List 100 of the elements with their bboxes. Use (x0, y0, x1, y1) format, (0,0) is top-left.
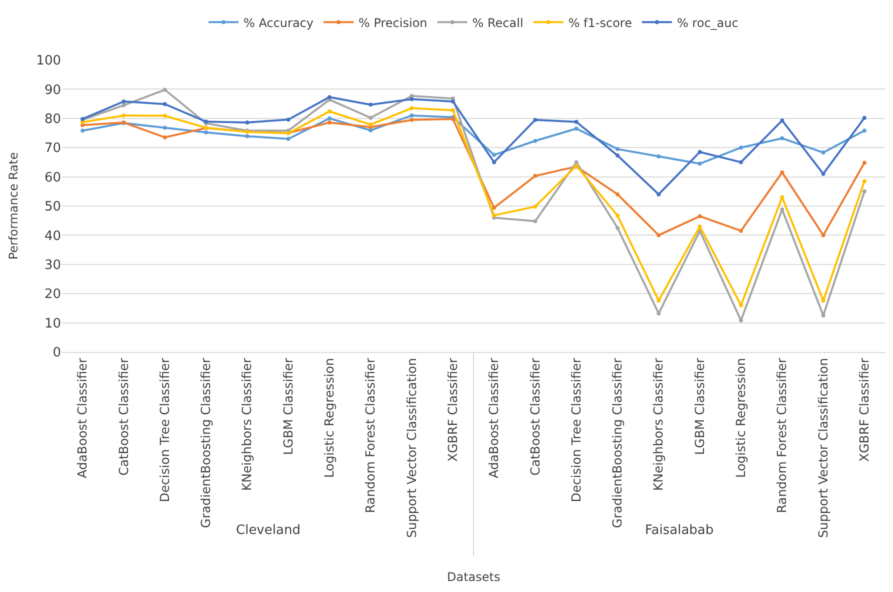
point (698, 224, 702, 228)
point (492, 152, 496, 157)
legend-label: % Precision (358, 16, 428, 30)
point (162, 102, 167, 106)
y-tick-label: 40 (44, 228, 61, 244)
point (821, 314, 826, 318)
point (738, 303, 743, 308)
point (450, 99, 455, 104)
point (656, 233, 661, 238)
point (780, 195, 784, 200)
x-tick-label: XGBRF Classifier (856, 357, 872, 462)
x-tick-label: CatBoost Classifier (116, 357, 131, 476)
legend-label: % Accuracy (244, 16, 314, 30)
point (492, 160, 496, 164)
point (410, 113, 414, 118)
point (533, 138, 538, 143)
point (80, 128, 85, 133)
point (80, 120, 85, 124)
point (162, 88, 167, 92)
point (616, 153, 620, 158)
point (368, 128, 373, 132)
x-tick-label: LGBM Classifier (692, 357, 707, 456)
point (368, 116, 373, 120)
point (410, 97, 414, 102)
point (533, 204, 538, 209)
point (698, 214, 702, 218)
x-tick-label: Decision Tree Classifier (568, 357, 584, 502)
point (410, 118, 414, 122)
x-tick-label: Random Forest Classifier (362, 357, 378, 514)
x-tick-label: KNeighbors Classifier (650, 357, 666, 491)
point (738, 160, 743, 164)
point (162, 126, 167, 130)
y-tick-label: 0 (52, 346, 61, 361)
point (616, 226, 620, 230)
point (245, 120, 250, 124)
y-tick-label: 70 (44, 141, 61, 156)
point (862, 189, 866, 194)
point (821, 233, 826, 238)
x-axis-title: Datasets (447, 570, 500, 584)
y-tick-label: 80 (44, 112, 61, 127)
point (862, 160, 866, 165)
point (821, 150, 826, 155)
point (245, 134, 250, 138)
point (656, 192, 661, 196)
point (821, 298, 826, 303)
point (204, 130, 208, 134)
legend-label: % roc_auc (676, 16, 738, 30)
y-tick-label: 60 (44, 170, 61, 186)
x-tick-label: Decision Tree Classifier (156, 357, 172, 502)
legend-label: % Recall (472, 16, 524, 30)
x-tick-label: GradientBoosting Classifier (198, 357, 214, 528)
point (286, 136, 290, 141)
point (410, 106, 414, 110)
point (862, 179, 866, 184)
point (122, 103, 126, 108)
y-axis-title: Performance Rate (6, 152, 20, 260)
x-tick-label: XGBRF Classifier (444, 357, 460, 462)
point (616, 192, 620, 196)
point (286, 118, 290, 122)
point (327, 120, 332, 124)
y-tick-label: 10 (44, 316, 61, 332)
x-tick-label: AdaBoost Classifier (486, 357, 502, 478)
point (780, 170, 784, 174)
point (122, 99, 126, 104)
point (698, 150, 702, 154)
y-tick-label: 30 (44, 258, 61, 273)
point (821, 172, 826, 176)
x-tick-label: Support Vector Classification (815, 358, 830, 538)
x-tick-label: Support Vector Classification (404, 358, 419, 538)
point (656, 154, 661, 158)
point (862, 116, 866, 120)
point (327, 95, 332, 100)
point (368, 102, 373, 107)
y-tick-label: 100 (36, 54, 61, 69)
point (574, 126, 578, 131)
x-tick-label: LGBM Classifier (280, 357, 296, 456)
point (122, 113, 126, 118)
x-tick-label: KNeighbors Classifier (239, 357, 254, 491)
x-tick-label: Logistic Regression (733, 358, 748, 478)
y-tick-label: 90 (44, 82, 61, 98)
point (327, 109, 332, 114)
text: Faisalabab (645, 523, 714, 538)
point (533, 118, 538, 122)
point (327, 116, 332, 120)
x-tick-label: CatBoost Classifier (527, 357, 542, 476)
x-tick-label: Random Forest Classifier (774, 357, 790, 514)
point (780, 118, 784, 122)
y-tick-label: 50 (44, 200, 61, 215)
point (698, 162, 702, 166)
y-tick-label: 20 (44, 287, 61, 302)
text: Cleveland (236, 523, 300, 538)
point (450, 108, 455, 112)
point (492, 213, 496, 218)
x-tick-label: GradientBoosting Classifier (610, 357, 625, 528)
point (738, 146, 743, 150)
point (862, 128, 866, 133)
point (738, 228, 743, 233)
point (533, 174, 538, 178)
point (780, 208, 784, 212)
point (492, 206, 496, 210)
